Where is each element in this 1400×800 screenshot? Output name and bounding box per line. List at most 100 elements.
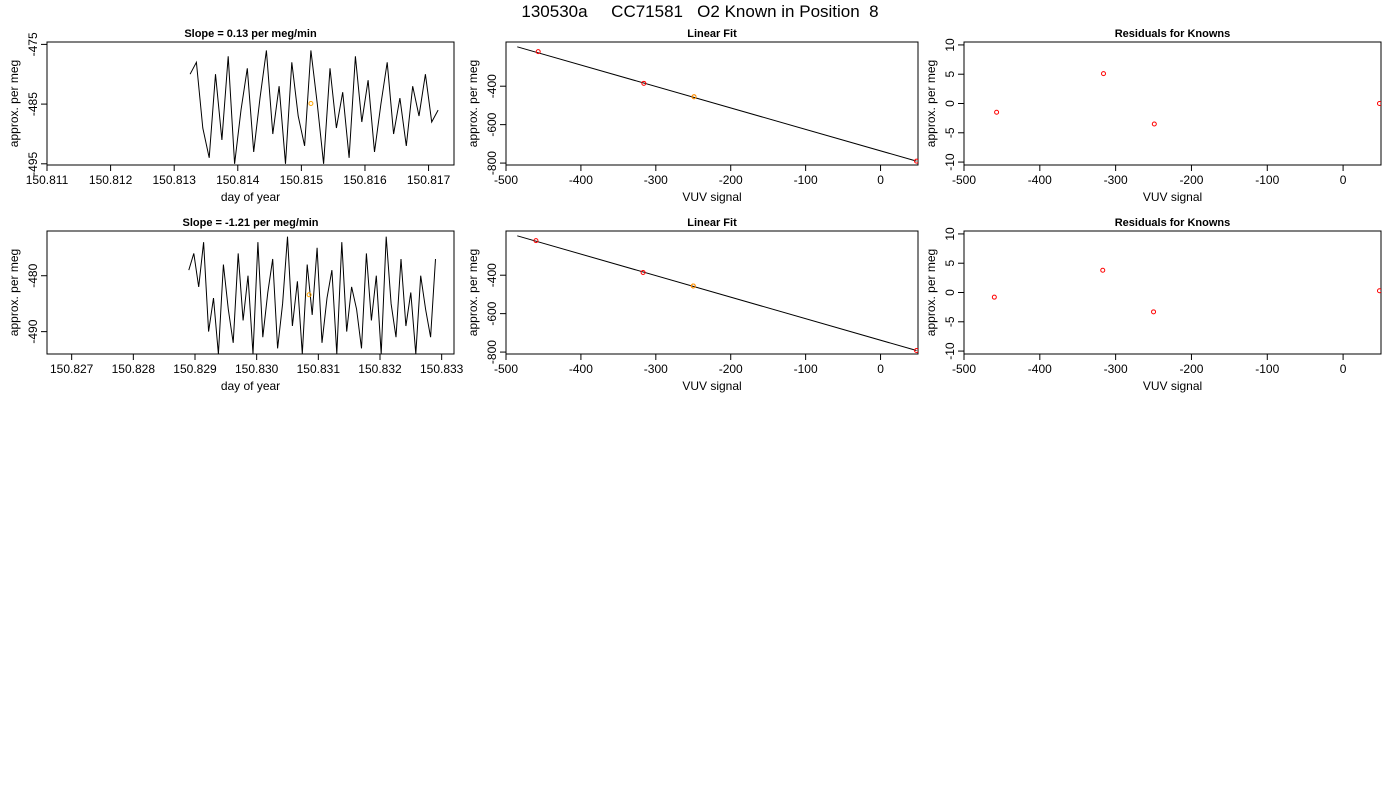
data-point <box>1151 121 1157 127</box>
x-axis-label: day of year <box>221 379 280 393</box>
y-tick-label: -495 <box>26 151 40 175</box>
x-tick-label: -200 <box>1179 362 1203 376</box>
x-tick-label: -400 <box>569 362 593 376</box>
x-tick-label: -500 <box>952 173 976 187</box>
y-tick-label: -400 <box>485 74 499 98</box>
data-point <box>914 348 918 354</box>
data-point <box>641 80 647 86</box>
y-tick-label: -480 <box>26 263 40 287</box>
fit-line <box>517 235 917 352</box>
x-tick-label: -300 <box>1104 173 1128 187</box>
x-tick-label: 150.815 <box>280 173 324 187</box>
x-tick-label: -300 <box>644 173 668 187</box>
x-tick-label: -400 <box>1028 173 1052 187</box>
plot-area <box>188 236 436 354</box>
fit-line <box>517 46 917 162</box>
x-tick-label: -400 <box>569 173 593 187</box>
plot-frame <box>46 41 455 166</box>
x-tick-label: -100 <box>794 362 818 376</box>
x-tick-label: -300 <box>644 362 668 376</box>
panel-title: Residuals for Knowns <box>1115 28 1231 40</box>
highlight-point <box>308 101 314 106</box>
plot-frame <box>505 230 919 355</box>
y-tick-label: 5 <box>943 260 957 267</box>
y-tick-label: -485 <box>26 92 40 116</box>
data-point <box>1376 101 1381 106</box>
chart-panel-4: Slope = -1.21 per meg/min 150.827 150.828 1… <box>7 217 464 393</box>
x-axis-label: VUV signal <box>682 379 741 393</box>
data-point <box>535 49 541 55</box>
x-tick-label: -500 <box>952 362 976 376</box>
x-tick-label: 150.831 <box>297 362 341 376</box>
panel-title: Linear Fit <box>687 28 737 40</box>
figure-title: 130530a CC71581 O2 Known in Position 8 <box>521 2 879 21</box>
x-axis-label: day of year <box>221 190 280 204</box>
x-tick-label: 150.829 <box>173 362 217 376</box>
plot-area <box>517 235 918 354</box>
plot-area <box>991 267 1381 315</box>
x-tick-label: 150.811 <box>26 173 69 187</box>
y-axis-label: approx. per meg <box>924 249 938 336</box>
y-axis-label: approx. per meg <box>466 249 480 336</box>
x-tick-label: 150.832 <box>358 362 402 376</box>
plot-area <box>189 50 439 164</box>
x-tick-label: 150.833 <box>420 362 464 376</box>
y-tick-label: -490 <box>26 319 40 343</box>
chart-panel-6: Residuals for Knowns-500 -400 -300 -200 -100… <box>924 217 1382 393</box>
y-tick-label: 10 <box>943 227 957 241</box>
x-tick-label: 150.814 <box>216 173 260 187</box>
chart-panel-3: Residuals for Knowns-500 -400 -300 -200 -100… <box>924 28 1382 204</box>
x-tick-label: -100 <box>794 173 818 187</box>
data-point <box>1100 267 1106 273</box>
y-tick-label: -400 <box>485 263 499 287</box>
y-tick-label: -10 <box>943 153 957 171</box>
panel-title: Slope = 0.13 per meg/min <box>184 28 317 40</box>
y-tick-label: 10 <box>943 38 957 52</box>
x-tick-label: 150.828 <box>112 362 156 376</box>
series-line <box>188 236 436 354</box>
x-tick-label: -500 <box>494 362 518 376</box>
data-point <box>640 270 646 276</box>
x-tick-label: 0 <box>877 362 884 376</box>
chart-panel-2: Linear Fit -500 -400 -300 -200 -100 0 -400 -600 -… <box>466 28 919 204</box>
x-tick-label: 0 <box>877 173 884 187</box>
data-point <box>533 238 539 244</box>
data-point <box>690 283 696 289</box>
y-axis-label: approx. per meg <box>7 249 21 336</box>
data-point <box>1101 71 1107 77</box>
y-tick-label: 0 <box>943 289 957 296</box>
x-tick-label: 150.817 <box>407 173 451 187</box>
x-tick-label: 150.813 <box>152 173 196 187</box>
x-axis-label: VUV signal <box>1143 379 1202 393</box>
data-point <box>691 94 697 100</box>
panel-title: Linear Fit <box>687 217 737 229</box>
data-point <box>991 294 997 300</box>
y-tick-label: 5 <box>943 71 957 78</box>
y-tick-label: -10 <box>943 342 957 360</box>
plot-area <box>994 71 1381 127</box>
x-tick-label: -400 <box>1028 362 1052 376</box>
panel-title: Slope = -1.21 per meg/min <box>182 217 318 229</box>
y-axis-label: approx. per meg <box>7 60 21 147</box>
x-tick-label: 150.830 <box>235 362 279 376</box>
plot-area <box>517 46 918 164</box>
x-axis-label: VUV signal <box>682 190 741 204</box>
y-tick-label: -600 <box>485 301 499 325</box>
x-axis-label: VUV signal <box>1143 190 1202 204</box>
y-tick-label: -5 <box>943 127 957 138</box>
data-point <box>1376 288 1381 294</box>
x-tick-label: -200 <box>719 362 743 376</box>
plot-frame <box>963 41 1382 166</box>
plot-frame <box>963 230 1382 355</box>
x-tick-label: 150.816 <box>343 173 387 187</box>
highlight-point <box>306 292 312 298</box>
y-tick-label: -5 <box>943 316 957 327</box>
x-tick-label: 0 <box>1340 173 1347 187</box>
y-tick-label: -800 <box>485 151 499 175</box>
x-tick-label: -200 <box>719 173 743 187</box>
x-tick-label: -500 <box>494 173 518 187</box>
plot-frame <box>505 41 919 166</box>
data-point <box>994 109 1000 115</box>
data-point <box>1151 309 1157 315</box>
